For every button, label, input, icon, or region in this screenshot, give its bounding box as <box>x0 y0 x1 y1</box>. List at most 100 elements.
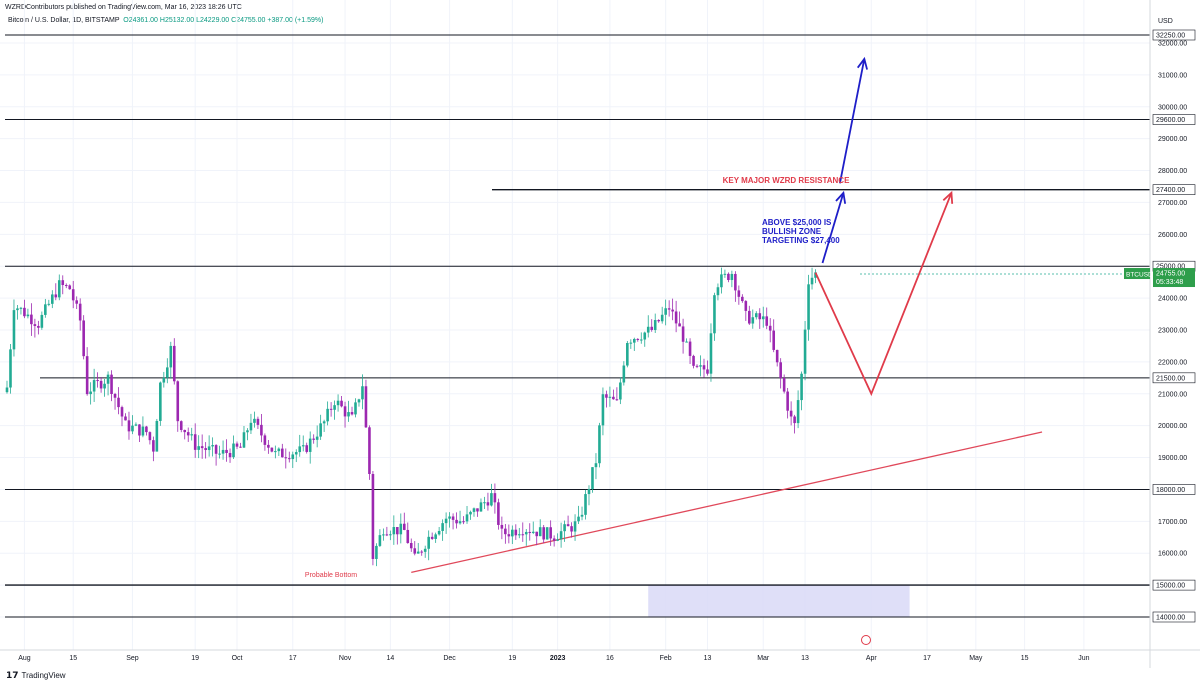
candle-body <box>232 443 235 458</box>
candle-body <box>294 452 298 455</box>
candle-body <box>444 518 448 524</box>
candle-body <box>312 438 315 440</box>
price-tick-label: 23000.00 <box>1158 327 1187 334</box>
candle-body <box>51 294 54 304</box>
candle-body <box>430 536 434 539</box>
candle-body <box>103 383 106 389</box>
candle-body <box>716 287 720 296</box>
footer: 17 TradingView <box>0 668 1200 683</box>
candle-body <box>793 416 796 424</box>
candle-body <box>92 380 96 392</box>
candle-body <box>660 314 664 322</box>
price-tick-label: 28000.00 <box>1158 168 1187 175</box>
candle-body <box>657 320 660 322</box>
candle-body <box>500 524 504 529</box>
candle-body <box>406 529 410 544</box>
price-tag-countdown: 05:33:48 <box>1156 279 1183 286</box>
candle-body <box>542 527 545 540</box>
candle-body <box>99 380 103 389</box>
price-tick-label: 20000.00 <box>1158 423 1187 430</box>
candle-body <box>612 396 615 400</box>
candle-body <box>535 531 539 537</box>
candle-body <box>183 429 187 433</box>
candle-body <box>483 502 486 504</box>
time-tick-label: Feb <box>660 655 672 662</box>
candle-body <box>472 508 476 512</box>
candle-body <box>308 438 312 452</box>
candle-body <box>504 528 507 535</box>
symbol-tag-box <box>1124 268 1150 280</box>
candle-body <box>727 273 730 281</box>
candle-body <box>57 280 61 298</box>
candle-body <box>347 412 350 417</box>
level-label: 25000.00 <box>1156 264 1185 271</box>
candle-body <box>741 296 744 302</box>
candle-body <box>720 274 723 288</box>
candle-body <box>274 451 277 453</box>
tradingview-logo-text: TradingView <box>21 671 66 680</box>
candle-body <box>357 399 361 403</box>
candle-body <box>427 536 430 549</box>
candle-body <box>37 325 40 328</box>
candle-body <box>375 545 378 559</box>
candle-body <box>141 426 145 436</box>
candle-body <box>744 301 748 311</box>
time-tick-label: Nov <box>339 655 352 662</box>
level-label-box <box>1152 29 1196 41</box>
candle-body <box>96 380 99 382</box>
candle-body <box>117 397 120 408</box>
candle-body <box>772 330 775 350</box>
candle-body <box>85 356 89 395</box>
candle-body <box>552 538 556 541</box>
candle-body <box>214 445 218 454</box>
candle-body <box>47 303 51 305</box>
time-tick-label: 19 <box>508 655 516 662</box>
time-tick-label: May <box>969 655 983 662</box>
time-tick-label: Dec <box>443 655 456 662</box>
level-label-box <box>1152 372 1196 384</box>
candle-body <box>803 329 807 374</box>
time-axis[interactable]: Aug 15 Sep 19 Oct 17 Nov 14 Dec 19 2023 16 Feb 13 Mar 1… <box>0 635 1200 663</box>
level-label: 18000.00 <box>1156 487 1185 494</box>
candle-body <box>479 502 483 512</box>
candle-body <box>706 369 709 374</box>
candle-body <box>33 324 37 326</box>
tradingview-logo[interactable]: 17 TradingView <box>6 671 66 681</box>
level-label-box <box>1152 114 1196 125</box>
candle-body <box>298 446 302 453</box>
candle-body <box>566 524 570 527</box>
time-tick-label: Oct <box>232 655 243 662</box>
blue-projection-arrow-short <box>821 192 845 264</box>
trendline <box>411 431 1043 573</box>
candle-body <box>256 418 260 425</box>
candle-body <box>416 551 420 554</box>
candle-body <box>305 445 309 452</box>
candle-body <box>420 551 424 553</box>
price-chart[interactable]: KEY MAJOR WZRD RESISTANCE ABOVE $25,000 I… <box>0 0 1200 668</box>
candle-body <box>664 308 667 315</box>
candle-body <box>713 295 716 334</box>
time-tick-label: 14 <box>386 655 394 662</box>
candle-body <box>291 454 295 460</box>
price-axis[interactable]: USD 14000.00 15000.00 16000.00 17000.00 18000… <box>1124 0 1196 668</box>
candle-body <box>465 514 469 522</box>
candle-body <box>54 294 58 298</box>
candle-body <box>434 534 437 539</box>
candle-body <box>653 320 657 330</box>
candle-body <box>573 521 577 532</box>
candle-body <box>253 418 256 423</box>
candle-body <box>591 467 594 489</box>
candle-body <box>486 502 490 506</box>
candle-body <box>476 508 479 512</box>
candle-body <box>152 440 155 452</box>
time-tick-label: 2023 <box>550 655 566 662</box>
time-tick-label: 17 <box>923 655 931 662</box>
level-label: 29600.00 <box>1156 117 1185 124</box>
time-tick-label: 16 <box>606 655 614 662</box>
price-tick-label: 19000.00 <box>1158 455 1187 462</box>
change-value: +387.00 (+1.59%) <box>267 17 324 24</box>
candle-body <box>19 307 23 309</box>
candle-body <box>455 519 458 524</box>
candle-body <box>148 432 152 441</box>
price-tick-label: 24000.00 <box>1158 296 1187 303</box>
